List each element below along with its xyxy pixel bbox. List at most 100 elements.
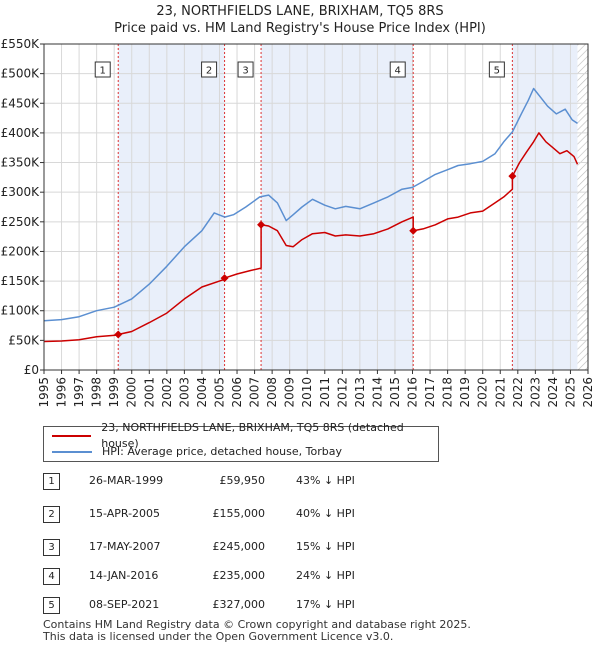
y-tick-label: £350K: [1, 156, 41, 170]
hpi-line: [43, 87, 578, 322]
plot-frame: [43, 43, 589, 371]
price-chart: 1 2 3 4 5 £0 £50K £100K £150K £200K £250K £300K £35…: [1, 37, 595, 408]
legend-swatch-hpi: [52, 451, 92, 453]
x-tick-label: 2009: [283, 377, 297, 408]
x-tick-label: 2012: [335, 377, 349, 408]
transaction-number: 2: [43, 506, 60, 523]
sale-point: [114, 330, 123, 339]
transaction-number: 4: [43, 568, 60, 585]
transaction-hpi-diff: 17% ↓ HPI: [296, 598, 355, 611]
y-tick-label: £150K: [1, 274, 41, 288]
x-tick-label: 2002: [160, 377, 174, 408]
sale-label-box: 2: [201, 61, 218, 78]
x-tick-label: 2015: [388, 377, 402, 408]
property-line: [43, 132, 579, 343]
y-tick-label: £250K: [1, 215, 41, 229]
x-tick-label: 2017: [423, 377, 437, 408]
transaction-price: £235,000: [212, 569, 266, 582]
sale-point: [220, 274, 229, 283]
chart-legend: 23, NORTHFIELDS LANE, BRIXHAM, TQ5 8RS (…: [43, 421, 439, 462]
transaction-date: 26-MAR-1999: [89, 474, 164, 487]
transaction-date: 15-APR-2005: [89, 507, 161, 520]
y-tick-label: £500K: [1, 67, 41, 81]
x-tick-label: 1996: [55, 377, 69, 408]
x-tick-label: 2024: [546, 377, 560, 408]
x-tick-label: 2016: [406, 377, 420, 408]
y-tick-label: £450K: [1, 96, 41, 110]
legend-item-hpi: HPI: Average price, detached house, Torb…: [52, 444, 342, 460]
x-tick-label: 1997: [72, 377, 86, 408]
x-tick-label: 2022: [511, 377, 525, 408]
transaction-number: 5: [43, 597, 60, 614]
y-tick-label: £200K: [1, 244, 41, 258]
sale-label-box: 3: [237, 61, 254, 78]
shaded-period: [512, 44, 578, 370]
sale-label-number: 1: [100, 66, 106, 77]
y-tick-label: £400K: [1, 126, 41, 140]
sale-point: [257, 220, 266, 229]
shaded-period: [261, 44, 414, 370]
legend-label-property: 23, NORTHFIELDS LANE, BRIXHAM, TQ5 8RS (…: [101, 421, 404, 450]
y-tick-label: £50K: [8, 333, 40, 347]
y-tick-label: £0: [24, 363, 39, 377]
x-tick-label: 1998: [90, 377, 104, 408]
sale-label-frame: [201, 61, 218, 78]
x-tick-label: 2014: [370, 377, 384, 408]
sale-label-frame: [237, 61, 254, 78]
y-tick-label: £100K: [1, 304, 41, 318]
x-tick-label: 2001: [142, 377, 156, 408]
transaction-hpi-diff: 24% ↓ HPI: [296, 569, 355, 582]
x-tick-label: 2013: [353, 377, 367, 408]
sale-label-box: 1: [94, 61, 111, 78]
sale-label-box: 4: [389, 61, 406, 78]
transaction-price: £59,950: [219, 474, 266, 487]
x-tick-label: 2004: [195, 377, 209, 408]
x-tick-label: 2010: [300, 377, 314, 408]
footer-attribution: Contains HM Land Registry data © Crown c…: [43, 619, 471, 643]
sale-label-frame: [94, 61, 111, 78]
table-row: 5 08-SEP-2021 £327,000 17% ↓ HPI: [43, 596, 443, 614]
sale-label-box: 5: [488, 61, 505, 78]
table-row: 1 26-MAR-1999 £59,950 43% ↓ HPI: [43, 472, 443, 490]
transaction-date: 08-SEP-2021: [89, 598, 160, 611]
transaction-number: 1: [43, 473, 60, 490]
x-tick-label: 2011: [318, 377, 332, 408]
x-tick-label: 2008: [265, 377, 279, 408]
sale-label-number: 2: [206, 66, 212, 77]
footer-copyright: Contains HM Land Registry data © Crown c…: [43, 618, 471, 631]
transaction-date: 17-MAY-2007: [89, 540, 161, 553]
x-tick-label: 2018: [441, 377, 455, 408]
table-row: 3 17-MAY-2007 £245,000 15% ↓ HPI: [43, 538, 443, 556]
y-tick-label: £300K: [1, 185, 41, 199]
x-tick-label: 1999: [107, 377, 121, 408]
sale-label-number: 3: [242, 66, 248, 77]
x-tick-label: 2021: [493, 377, 507, 408]
transaction-date: 14-JAN-2016: [89, 569, 159, 582]
forecast-hatch: [577, 44, 588, 370]
transaction-hpi-diff: 15% ↓ HPI: [296, 540, 355, 553]
sale-label-frame: [389, 61, 406, 78]
x-tick-label: 2025: [563, 377, 577, 408]
y-tick-label: £550K: [1, 37, 41, 51]
transaction-hpi-diff: 40% ↓ HPI: [296, 507, 355, 520]
transaction-price: £327,000: [212, 598, 266, 611]
x-tick-label: 2006: [230, 377, 244, 408]
x-tick-label: 2007: [248, 377, 262, 408]
sale-label-number: 5: [494, 66, 500, 77]
sale-label-number: 4: [395, 66, 401, 77]
x-tick-label: 2003: [177, 377, 191, 408]
transaction-price: £155,000: [212, 507, 266, 520]
sale-point: [508, 172, 517, 181]
x-tick-label: 1995: [37, 377, 51, 408]
shaded-period: [118, 44, 225, 370]
footer-licence: This data is licensed under the Open Gov…: [43, 630, 394, 643]
x-tick-label: 2023: [528, 377, 542, 408]
x-tick-label: 2019: [458, 377, 472, 408]
transaction-hpi-diff: 43% ↓ HPI: [296, 474, 355, 487]
table-row: 4 14-JAN-2016 £235,000 24% ↓ HPI: [43, 567, 443, 585]
x-tick-label: 2020: [476, 377, 490, 408]
x-tick-label: 2026: [581, 377, 595, 408]
sale-point: [409, 226, 418, 235]
table-row: 2 15-APR-2005 £155,000 40% ↓ HPI: [43, 505, 443, 523]
transaction-price: £245,000: [212, 540, 266, 553]
